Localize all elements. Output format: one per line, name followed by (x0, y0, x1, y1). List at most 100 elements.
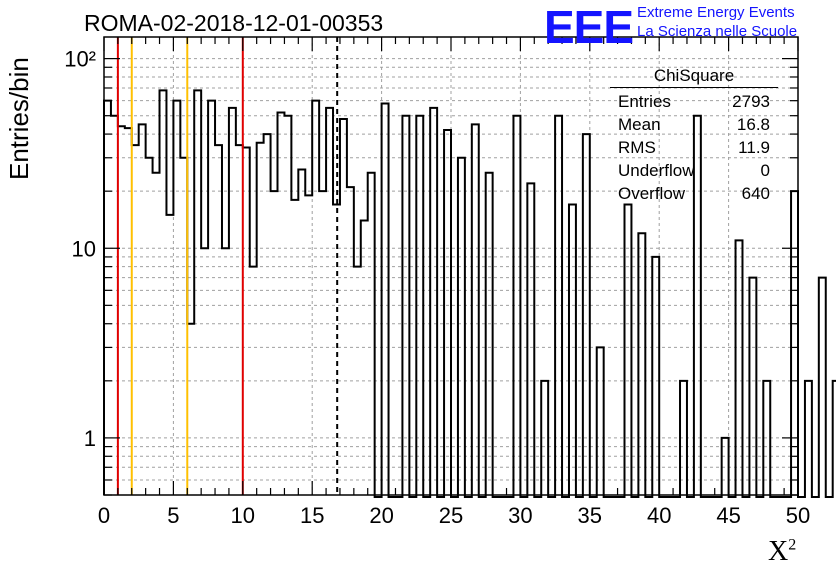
histogram-bin (298, 170, 305, 495)
histogram-bin (555, 116, 562, 495)
y-tick-label: 1 (84, 426, 96, 451)
histogram-bin (527, 183, 534, 495)
histogram-bin (763, 381, 770, 495)
histogram-bin (132, 145, 139, 495)
x-tick-label: 45 (716, 503, 740, 528)
histogram-bin (347, 187, 354, 495)
histogram-bin (166, 215, 173, 495)
stats-value: 11.9 (738, 138, 770, 157)
histogram-bin (819, 278, 826, 495)
stats-label: Entries (618, 92, 671, 111)
stats-value: 2793 (732, 92, 770, 111)
histogram-bin (444, 130, 451, 495)
histogram-bin (264, 134, 271, 495)
histogram-bin (472, 124, 479, 495)
x-tick-label: 30 (508, 503, 532, 528)
histogram-bin (382, 103, 389, 495)
histogram-bin (638, 233, 645, 495)
histogram-bin (271, 191, 278, 495)
stats-row-underflow: Underflow 0 (610, 159, 778, 182)
histogram-bin (569, 205, 576, 495)
x-tick-label: 5 (167, 503, 179, 528)
histogram-bin (118, 126, 125, 495)
x-axis-label: X2 (768, 536, 797, 567)
histogram-bin (153, 173, 160, 495)
histogram-bin (257, 143, 264, 495)
histogram-bin (160, 90, 167, 495)
histogram-bin (402, 116, 409, 495)
histogram-bin (458, 158, 465, 495)
histogram-bin (250, 267, 257, 495)
stats-value: 16.8 (736, 115, 770, 134)
histogram-bin (680, 381, 687, 495)
histogram-bin (243, 147, 250, 495)
x-tick-label: 10 (231, 503, 255, 528)
histogram-bin (229, 108, 236, 495)
x-tick-label: 15 (300, 503, 324, 528)
stats-label: Underflow (618, 161, 695, 180)
histogram-bin (104, 101, 111, 495)
stats-label: Mean (618, 115, 661, 134)
histogram-bin (146, 158, 153, 495)
histogram-bin (222, 248, 229, 495)
histogram-bin (139, 124, 146, 495)
histogram-bin (354, 267, 361, 495)
chart-title: ROMA-02-2018-12-01-00353 (84, 10, 384, 36)
x-tick-label: 20 (369, 503, 393, 528)
x-tick-label: 40 (647, 503, 671, 528)
histogram-bin (541, 381, 548, 495)
histogram-bin (722, 438, 729, 495)
stats-row-overflow: Overflow 640 (610, 182, 778, 205)
histogram-bin (749, 278, 756, 495)
histogram-bin (791, 191, 798, 495)
histogram-bin (208, 101, 215, 495)
x-tick-label: 0 (98, 503, 110, 528)
histogram-bin (278, 112, 285, 495)
histogram-bin (430, 108, 437, 495)
histogram-bin (194, 90, 201, 495)
histogram-bin (368, 173, 375, 495)
stats-row-entries: Entries 2793 (610, 90, 778, 113)
x-tick-label: 35 (578, 503, 602, 528)
histogram-bin (319, 191, 326, 495)
logo-line-2: La Scienza nelle Scuole (637, 23, 798, 40)
histogram-bin (125, 128, 132, 495)
histogram-bin (486, 173, 493, 495)
histogram-bin (361, 221, 368, 495)
histogram-bin (340, 119, 347, 495)
stats-label: Overflow (618, 184, 686, 203)
histogram-bin (215, 145, 222, 495)
stats-value: 640 (741, 184, 770, 203)
histogram-bin (805, 381, 812, 495)
histogram-bin (583, 134, 590, 495)
histogram-bin (180, 158, 187, 495)
stats-label: RMS (618, 138, 656, 157)
stats-row-rms: RMS 11.9 (610, 136, 778, 159)
histogram-bin (736, 240, 743, 495)
y-tick-label: 10 (72, 236, 96, 261)
histogram-bin (326, 108, 333, 495)
eee-logo: EEE (544, 1, 634, 53)
histogram-bin (291, 200, 298, 495)
y-axis-label: Entries/bin (4, 57, 34, 180)
stats-row-mean: Mean 16.8 (610, 113, 778, 136)
histogram-bin (625, 205, 632, 495)
histogram-bin (513, 116, 520, 495)
histogram-bin (652, 257, 659, 495)
stats-box: ChiSquare Entries 2793 Mean 16.8 RMS 11.… (610, 66, 778, 205)
histogram-bin (201, 248, 208, 495)
stats-name: ChiSquare (610, 66, 778, 88)
histogram-series (103, 89, 836, 498)
logo-line-1: Extreme Energy Events (637, 4, 795, 21)
histogram-bin (597, 347, 604, 495)
histogram-bin (305, 195, 312, 495)
histogram-bin (173, 101, 180, 495)
histogram-bin (236, 145, 243, 495)
y-tick-label: 10² (64, 47, 96, 72)
x-tick-label: 25 (439, 503, 463, 528)
x-tick-label: 50 (786, 503, 810, 528)
histogram-bin (416, 116, 423, 495)
histogram-bin (187, 324, 194, 495)
histogram-bin (312, 101, 319, 495)
